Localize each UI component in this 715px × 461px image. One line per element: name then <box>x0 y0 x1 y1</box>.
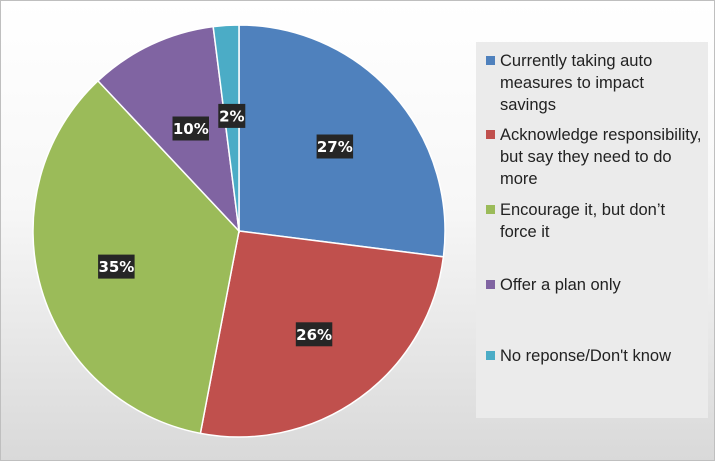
legend-label: Offer a plan only <box>500 276 621 294</box>
data-labels: 27% 26% 35% 10% 2% <box>98 103 354 347</box>
data-label-4: 2% <box>218 103 246 128</box>
data-label-text: 26% <box>296 326 332 344</box>
legend-entry-no-response: No reponse/Don't know <box>486 345 702 367</box>
data-label-text: 35% <box>98 258 134 276</box>
pie-slices <box>32 24 446 438</box>
data-label-0: 27% <box>316 134 354 159</box>
legend-entry-offer-plan: Offer a plan only <box>486 274 702 296</box>
legend-swatch <box>486 56 495 65</box>
legend-entry-encourage: Encourage it, but don’t force it <box>486 199 702 243</box>
legend-label: Currently taking auto measures to impact… <box>500 52 653 114</box>
legend-label: No reponse/Don't know <box>500 347 671 365</box>
data-label-box <box>172 116 209 141</box>
legend-entry-acknowledge: Acknowledge responsibility, but say they… <box>486 124 702 190</box>
legend-swatch <box>486 351 495 360</box>
data-label-3: 10% <box>172 116 209 141</box>
data-label-text: 2% <box>219 107 244 125</box>
data-label-1: 26% <box>295 322 333 347</box>
data-label-box <box>316 134 354 159</box>
pie-slice-4 <box>212 24 240 232</box>
legend-swatch <box>486 130 495 139</box>
data-label-text: 27% <box>317 138 353 156</box>
legend-swatch <box>486 205 495 214</box>
data-label-box <box>98 254 135 279</box>
data-label-box <box>295 322 333 347</box>
legend-swatch <box>486 280 495 289</box>
legend-entry-auto-measures: Currently taking auto measures to impact… <box>486 50 702 116</box>
legend: Currently taking auto measures to impact… <box>476 42 708 418</box>
pie-slice-2 <box>32 79 240 435</box>
legend-label: Encourage it, but don’t force it <box>500 201 666 241</box>
legend-label: Acknowledge responsibility, but say they… <box>500 126 702 188</box>
data-label-text: 10% <box>173 120 209 138</box>
pie-slice-3 <box>96 25 241 234</box>
data-label-2: 35% <box>98 254 135 279</box>
data-label-box <box>218 103 246 128</box>
